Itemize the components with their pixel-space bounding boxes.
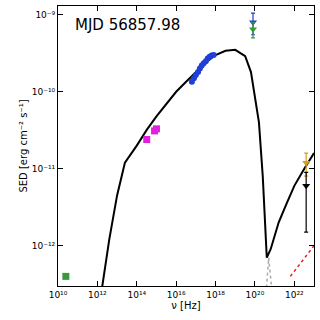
svg-text:10¹²: 10¹² [88, 290, 107, 300]
svg-text:10¹⁶: 10¹⁶ [167, 290, 186, 300]
svg-text:10⁻¹⁰: 10⁻¹⁰ [32, 87, 56, 97]
svg-text:10⁻¹²: 10⁻¹² [32, 241, 56, 251]
svg-text:10²²: 10²² [285, 290, 304, 300]
svg-text:10¹⁰: 10¹⁰ [49, 290, 68, 300]
svg-text:10¹⁸: 10¹⁸ [206, 290, 225, 300]
svg-text:SED [erg cm⁻² s⁻¹]: SED [erg cm⁻² s⁻¹] [18, 99, 29, 192]
svg-text:MJD 56857.98: MJD 56857.98 [75, 16, 180, 34]
svg-text:10⁻⁹: 10⁻⁹ [35, 10, 55, 20]
svg-text:10¹⁴: 10¹⁴ [127, 290, 146, 300]
svg-text:10²⁰: 10²⁰ [246, 290, 265, 300]
svg-text:ν [Hz]: ν [Hz] [171, 300, 200, 311]
svg-text:10⁻¹¹: 10⁻¹¹ [32, 164, 56, 174]
